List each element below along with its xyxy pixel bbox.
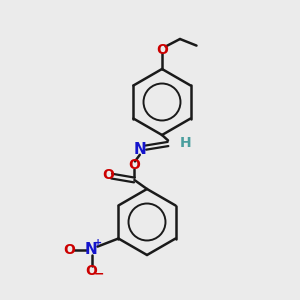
Text: N: N — [134, 142, 147, 158]
Text: N: N — [85, 242, 98, 257]
Text: O: O — [85, 264, 98, 278]
Text: O: O — [64, 243, 76, 256]
Text: O: O — [102, 168, 114, 182]
Text: +: + — [94, 238, 102, 248]
Text: −: − — [94, 268, 104, 281]
Text: O: O — [156, 43, 168, 56]
Text: O: O — [128, 158, 140, 172]
Text: H: H — [180, 136, 192, 150]
